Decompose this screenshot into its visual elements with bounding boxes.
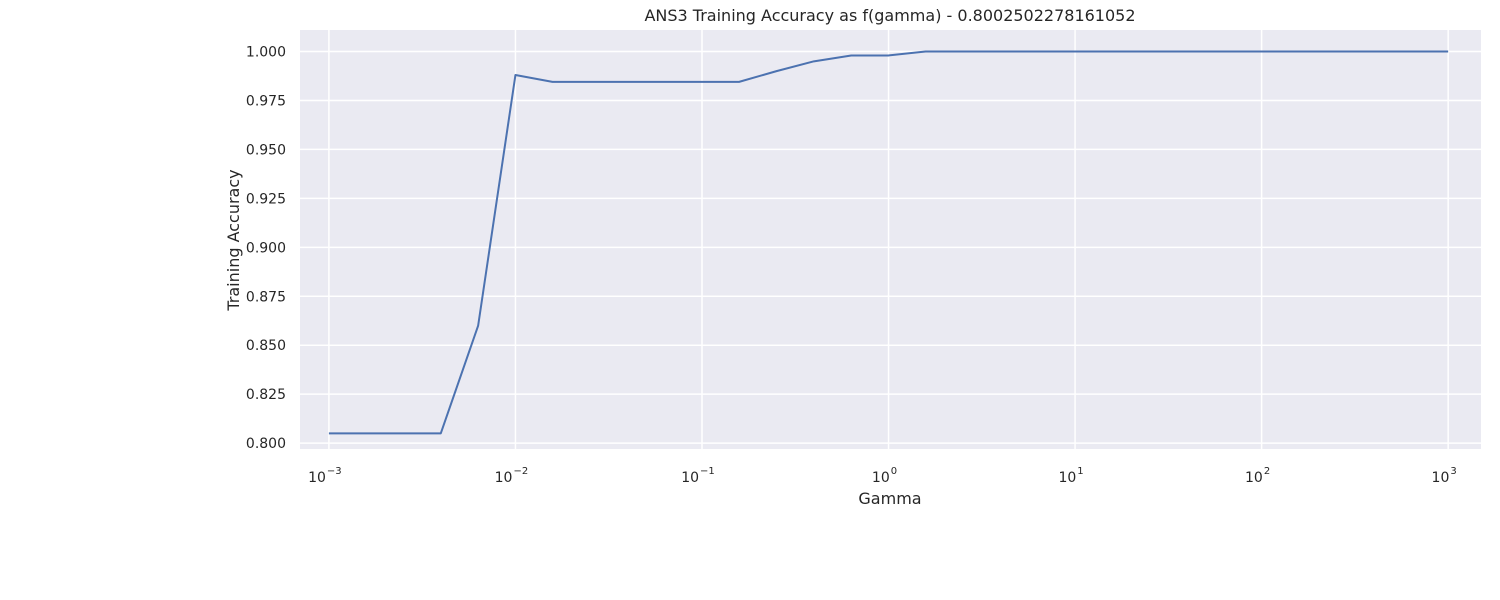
series-group — [328, 50, 1449, 435]
x-tick-label: 10−1 — [681, 466, 715, 486]
y-tick-label: 0.850 — [246, 338, 286, 354]
x-tick-labels: 10−3 10−2 10−1 100 101 102 103 — [308, 466, 1457, 486]
plot-background — [300, 30, 1481, 449]
x-axis-title: Gamma — [858, 489, 921, 508]
y-tick-label: 0.925 — [246, 191, 286, 207]
y-tick-label: 0.875 — [246, 289, 286, 305]
x-tick-label: 102 — [1245, 466, 1270, 486]
y-tick-label: 0.975 — [246, 93, 286, 109]
x-tick-label: 103 — [1432, 466, 1457, 486]
x-tick-label: 100 — [872, 466, 897, 486]
y-gridlines — [300, 50, 1481, 444]
chart-title: ANS3 Training Accuracy as f(gamma) - 0.8… — [644, 6, 1135, 25]
y-tick-label: 0.950 — [246, 142, 286, 158]
y-tick-label: 0.900 — [246, 240, 286, 256]
x-tick-label: 10−3 — [308, 466, 342, 486]
x-tick-label: 101 — [1058, 466, 1083, 486]
y-axis-title: Training Accuracy — [224, 169, 243, 311]
x-tick-label: 10−2 — [495, 466, 529, 486]
y-tick-label: 1.000 — [246, 45, 286, 61]
y-tick-label: 0.800 — [246, 436, 286, 452]
y-tick-labels: 0.800 0.825 0.850 0.875 0.900 0.925 0.950 0.975… — [246, 45, 286, 453]
series-line — [328, 50, 1449, 435]
y-tick-label: 0.825 — [246, 387, 286, 403]
